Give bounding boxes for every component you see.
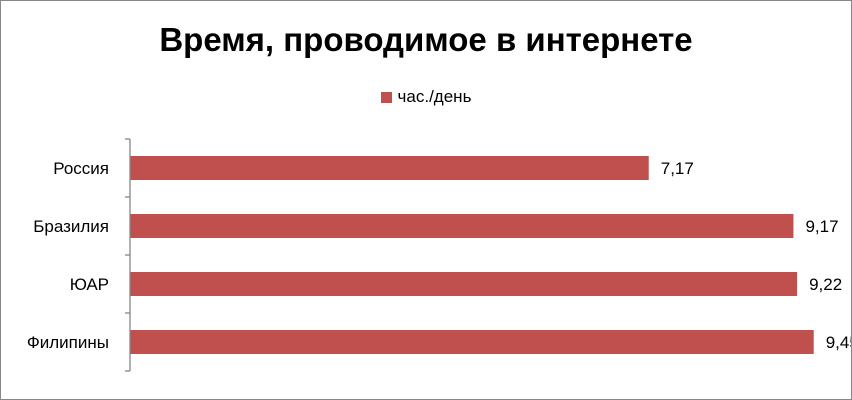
category-label: Филипины [27,333,109,352]
category-label: ЮАР [70,275,109,294]
bar [130,272,798,296]
data-label: 9,17 [805,217,838,236]
legend-swatch [380,91,392,103]
bar [130,156,649,180]
data-label: 7,17 [661,159,694,178]
category-label: Россия [53,159,109,178]
bar [130,330,814,354]
bar [130,214,794,238]
data-label: 9,45 [826,333,851,352]
legend-label: час./день [397,87,472,106]
category-label: Бразилия [33,217,109,236]
legend: час./день [1,87,851,107]
chart-title: Время, проводимое в интернете [159,21,693,58]
data-label: 9,22 [809,275,842,294]
